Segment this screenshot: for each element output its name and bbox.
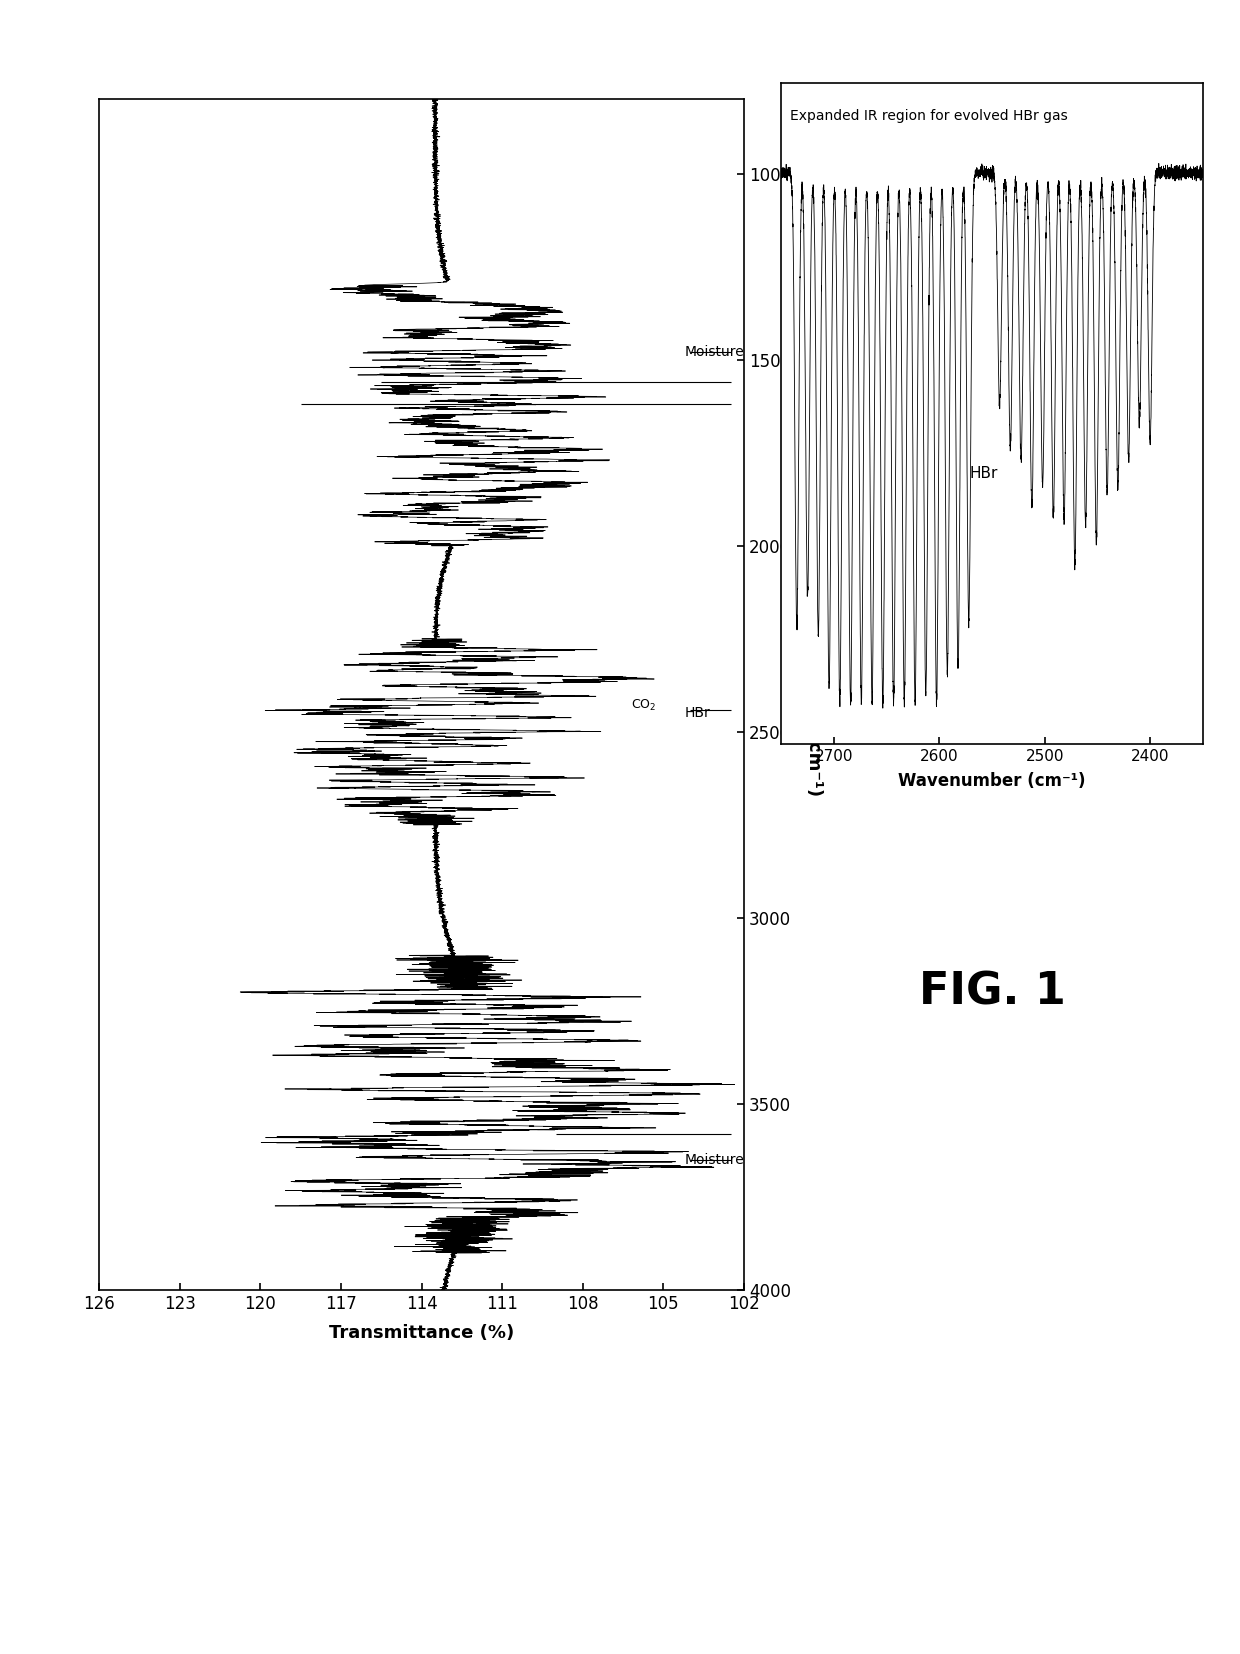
Text: HBr: HBr xyxy=(970,466,998,481)
Text: HBr: HBr xyxy=(684,706,711,719)
Text: FIG. 1: FIG. 1 xyxy=(919,971,1065,1014)
Text: CO$_2$: CO$_2$ xyxy=(631,698,656,713)
Text: Moisture: Moisture xyxy=(684,346,745,359)
X-axis label: Transmittance (%): Transmittance (%) xyxy=(329,1325,515,1341)
Text: Moisture: Moisture xyxy=(684,1153,745,1166)
Text: Expanded IR region for evolved HBr gas: Expanded IR region for evolved HBr gas xyxy=(790,109,1068,122)
X-axis label: Wavenumber (cm⁻¹): Wavenumber (cm⁻¹) xyxy=(898,772,1086,791)
Y-axis label: Wavenumber (cm⁻¹): Wavenumber (cm⁻¹) xyxy=(805,594,823,796)
